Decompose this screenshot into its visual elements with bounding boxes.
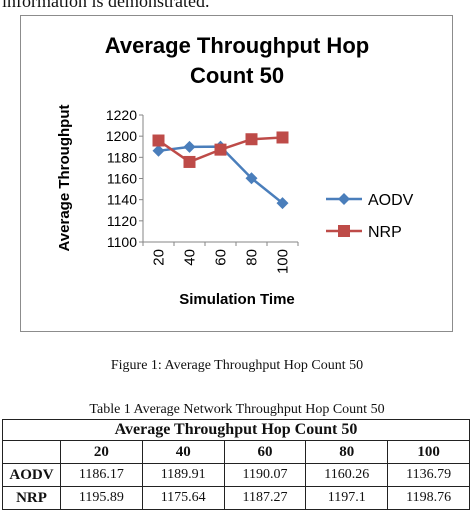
chart-container: Average Throughput Hop Count 50 1100 1120 11… xyxy=(20,15,453,332)
legend-label: AODV xyxy=(368,192,414,209)
x-tick-label: 80 xyxy=(244,249,261,266)
table-cell: 1190.07 xyxy=(223,463,307,487)
figure-caption: Figure 1: Average Throughput Hop Count 5… xyxy=(110,358,364,373)
table-cell: 1175.64 xyxy=(141,486,225,510)
table-cell: 1187.27 xyxy=(223,486,307,510)
column-header: 100 xyxy=(387,440,470,464)
chart-title-line: Count 50 xyxy=(190,63,284,88)
y-axis-label: Average Throughput xyxy=(56,105,73,252)
column-header: 60 xyxy=(223,440,307,464)
legend-marker-nrp xyxy=(338,225,350,237)
throughput-table: Average Throughput Hop Count 50 20 40 60… xyxy=(2,419,470,510)
y-tick-label: 1160 xyxy=(107,171,137,187)
y-tick-label: 1200 xyxy=(106,128,137,144)
intro-text: information is demonstrated. xyxy=(2,0,210,11)
data-point-nrp xyxy=(245,133,258,146)
table-corner-cell xyxy=(2,440,61,464)
data-point-nrp xyxy=(214,143,227,156)
table-cell: 1160.26 xyxy=(305,463,389,487)
column-header: 40 xyxy=(141,440,225,464)
table-title: Average Throughput Hop Count 50 xyxy=(2,419,470,441)
y-tick-label: 1220 xyxy=(106,107,137,123)
data-point-aodv xyxy=(245,172,258,185)
table-row: AODV 1186.17 1189.91 1190.07 1160.26 113… xyxy=(2,463,470,487)
column-header: 20 xyxy=(60,440,143,464)
chart-title-line: Average Throughput Hop xyxy=(105,33,369,58)
table-header-row: 20 40 60 80 100 xyxy=(2,440,470,464)
data-point-nrp xyxy=(152,134,165,147)
data-point-aodv xyxy=(183,140,196,153)
legend-marker-aodv xyxy=(338,193,350,205)
table-caption: Table 1 Average Network Throughput Hop C… xyxy=(89,402,385,417)
table-cell: 1186.17 xyxy=(60,463,143,487)
data-point-aodv xyxy=(276,197,289,210)
y-tick-label: 1120 xyxy=(107,213,137,229)
column-header: 80 xyxy=(305,440,389,464)
table-row: NRP 1195.89 1175.64 1187.27 1197.1 1198.… xyxy=(2,486,470,510)
y-tick-label: 1180 xyxy=(107,149,137,165)
data-point-nrp xyxy=(183,155,196,168)
table-cell: 1195.89 xyxy=(60,486,143,510)
table-cell: 1136.79 xyxy=(387,463,470,487)
table-cell: 1198.76 xyxy=(387,486,470,510)
table-cell: 1197.1 xyxy=(305,486,389,510)
x-tick-label: 40 xyxy=(182,249,199,266)
row-label: AODV xyxy=(2,463,61,487)
x-tick-label: 100 xyxy=(275,249,292,274)
y-tick-label: 1140 xyxy=(107,192,137,208)
line-chart: Average Throughput Hop Count 50 1100 1120 11… xyxy=(56,33,414,308)
data-point-aodv xyxy=(152,144,165,157)
x-tick-label: 20 xyxy=(151,249,168,266)
table-title-row: Average Throughput Hop Count 50 xyxy=(2,419,470,441)
x-tick-label: 60 xyxy=(213,249,230,266)
table-cell: 1189.91 xyxy=(141,463,225,487)
data-point-nrp xyxy=(276,131,289,144)
legend-label: NRP xyxy=(368,224,402,241)
x-axis-label: Simulation Time xyxy=(179,291,295,308)
y-tick-label: 1100 xyxy=(107,234,137,250)
row-label: NRP xyxy=(2,486,61,510)
